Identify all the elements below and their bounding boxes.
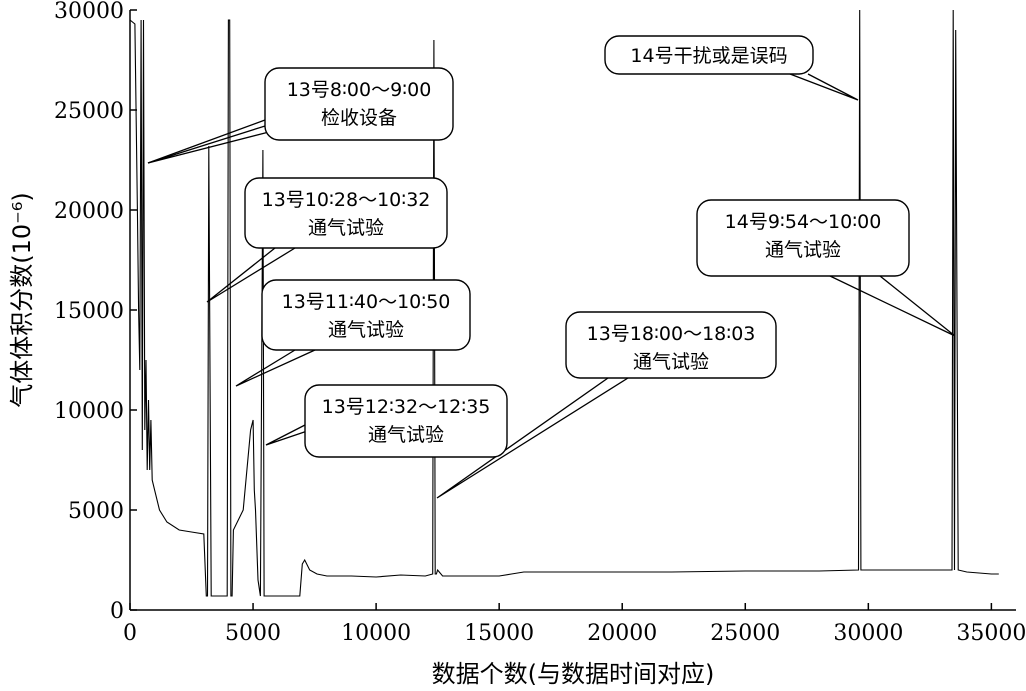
x-tick-label: 20000	[587, 621, 657, 646]
callout-box	[565, 311, 777, 379]
x-tick-label: 5000	[225, 621, 281, 646]
y-tick-label: 0	[110, 599, 124, 624]
callout: 14号干扰或是误码	[604, 35, 814, 75]
y-tick-label: 5000	[68, 499, 124, 524]
callout-leader	[789, 73, 859, 101]
callout-line2: 通气试验	[633, 351, 709, 373]
series-line	[129, 9, 999, 597]
callout-line2: 通气试验	[368, 424, 444, 446]
y-tick-label: 30000	[54, 0, 124, 24]
callout: 13号12∶32～12∶35 通气试验	[304, 384, 508, 458]
callouts: 13号8∶00～9∶00检收设备13号10∶28～10∶32通气试验13号11∶…	[244, 35, 910, 458]
x-tick-label: 25000	[710, 621, 780, 646]
callout-line2: 通气试验	[328, 319, 404, 341]
callout-leader	[206, 247, 296, 303]
callout-line2: 检收设备	[321, 107, 397, 129]
callout-line1: 14号9∶54～10∶00	[725, 211, 882, 233]
callout-leader	[829, 275, 956, 337]
y-tick-label: 15000	[54, 299, 124, 324]
callout: 14号9∶54～10∶00 通气试验	[696, 199, 910, 277]
x-tick-label: 30000	[833, 621, 903, 646]
callout-box	[604, 35, 814, 75]
x-axis-title: 数据个数(与数据时间对应)	[432, 660, 715, 688]
callout-line1: 13号12∶32～12∶35	[322, 396, 491, 418]
callout: 13号11∶40～10∶50 通气试验	[261, 279, 471, 351]
callout-line2: 通气试验	[765, 239, 841, 261]
y-tick-label: 10000	[54, 399, 124, 424]
y-axis-title: 气体体积分数(10⁻⁶)	[8, 192, 36, 408]
x-tick-label: 15000	[464, 621, 534, 646]
callout-line1: 13号11∶40～10∶50	[282, 291, 451, 313]
callout: 13号18∶00～18∶03 通气试验	[565, 311, 777, 379]
callout-leader	[436, 377, 629, 499]
x-tick-label: 35000	[956, 621, 1026, 646]
callout-leader	[235, 349, 316, 387]
callout-box	[264, 67, 454, 141]
callout: 13号8∶00～9∶00 检收设备	[264, 67, 454, 141]
x-tick-label: 10000	[341, 621, 411, 646]
callout-leader	[147, 119, 266, 164]
callout-box	[304, 384, 508, 458]
callout-line1: 14号干扰或是误码	[630, 45, 787, 67]
callout-line2: 通气试验	[308, 217, 384, 239]
callout-box	[244, 177, 448, 249]
callout-line1: 13号10∶28～10∶32	[262, 189, 431, 211]
callout-box	[261, 279, 471, 351]
y-tick-label: 25000	[54, 99, 124, 124]
x-tick-label: 0	[123, 621, 137, 646]
ticks: 0 5000 10000 15000 20000 25000 30000 35000 0 5000…	[54, 0, 1026, 646]
callout-line1: 13号18∶00～18∶03	[587, 323, 756, 345]
callout-box	[696, 199, 910, 277]
y-tick-label: 20000	[54, 199, 124, 224]
callout: 13号10∶28～10∶32 通气试验	[244, 177, 448, 249]
callout-line1: 13号8∶00～9∶00	[287, 79, 432, 101]
